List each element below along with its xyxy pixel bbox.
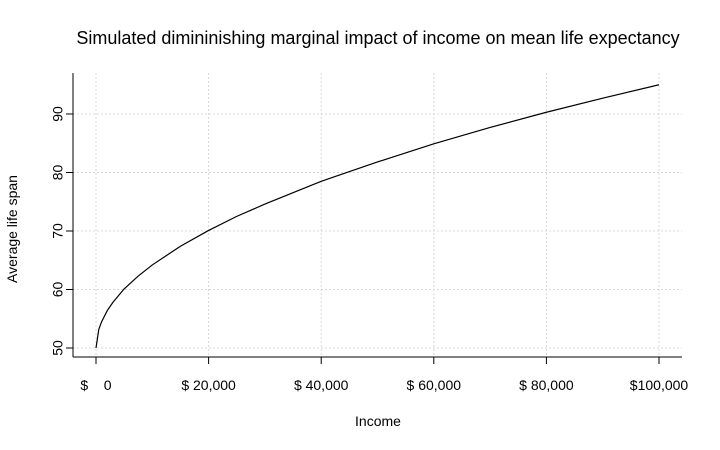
- y-axis-ticks: 50 60 70 80 90: [50, 106, 73, 356]
- series-line-0: [95, 84, 660, 349]
- y-tick-label-4: 90: [50, 106, 66, 122]
- axes: [72, 73, 682, 358]
- x-axis-ticks: $ 0 $ 20,000 $ 40,000 $ 60,000 $ 80,000 $100,…: [80, 357, 688, 393]
- y-tick-label-0: 50: [50, 340, 66, 356]
- series-group: [95, 84, 660, 349]
- grid: [73, 73, 682, 357]
- y-tick-label-3: 80: [50, 165, 66, 181]
- chart-title: Simulated dimininishing marginal impact …: [76, 28, 679, 48]
- y-tick-label-1: 60: [50, 282, 66, 298]
- x-tick-label-4: $ 80,000: [519, 377, 574, 393]
- x-tick-label-3: $ 60,000: [407, 377, 462, 393]
- y-axis-label: Average life span: [4, 175, 20, 283]
- x-tick-label-2: $ 40,000: [294, 377, 349, 393]
- x-tick-label-5: $100,000: [630, 377, 689, 393]
- x-axis-label: Income: [355, 413, 401, 429]
- x-tick-label-1: $ 20,000: [181, 377, 236, 393]
- x-tick-label-0: $ 0: [80, 377, 111, 393]
- y-tick-label-2: 70: [50, 223, 66, 239]
